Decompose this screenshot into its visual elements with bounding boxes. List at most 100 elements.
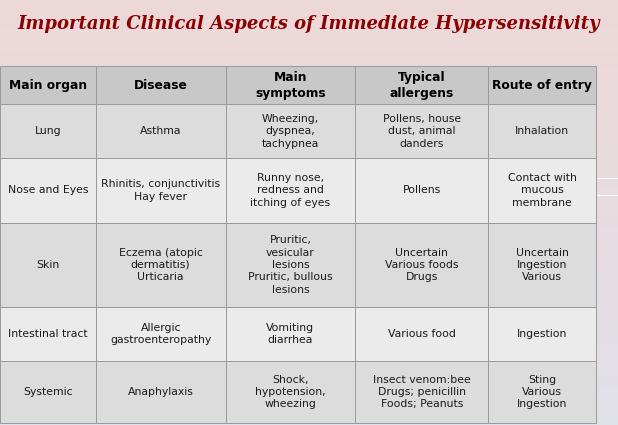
- Bar: [0, 376, 618, 378]
- Text: Eczema (atopic
dermatitis)
Urticaria: Eczema (atopic dermatitis) Urticaria: [119, 247, 203, 282]
- Bar: [0, 102, 618, 104]
- Bar: [226, 66, 355, 105]
- Bar: [0, 221, 618, 223]
- Text: Shock,
hypotension,
wheezing: Shock, hypotension, wheezing: [255, 375, 326, 409]
- Bar: [0, 230, 618, 232]
- Bar: [0, 359, 618, 361]
- Bar: [0, 34, 618, 36]
- Bar: [0, 317, 618, 319]
- Bar: [0, 238, 618, 240]
- Bar: [0, 382, 618, 385]
- Bar: [0, 385, 618, 387]
- Bar: [0, 11, 618, 13]
- Bar: [0, 240, 618, 242]
- Text: Contact with
mucous
membrane: Contact with mucous membrane: [508, 173, 577, 208]
- Bar: [0, 130, 618, 132]
- Bar: [0, 395, 618, 397]
- Bar: [0, 285, 618, 287]
- Bar: [0, 159, 96, 223]
- Bar: [0, 223, 618, 225]
- Text: Important Clinical Aspects of Immediate Hypersensitivity: Important Clinical Aspects of Immediate …: [18, 15, 600, 33]
- Bar: [0, 327, 618, 329]
- Bar: [0, 280, 618, 283]
- Bar: [0, 346, 618, 348]
- Bar: [0, 100, 618, 102]
- Bar: [0, 115, 618, 117]
- Text: Insect venom:bee
Drugs; penicillin
Foods; Peanuts: Insect venom:bee Drugs; penicillin Foods…: [373, 375, 471, 409]
- Bar: [0, 164, 618, 166]
- Bar: [0, 266, 618, 268]
- Bar: [355, 307, 488, 361]
- Bar: [0, 344, 618, 346]
- Bar: [0, 268, 618, 270]
- Bar: [0, 332, 618, 334]
- Bar: [0, 227, 618, 230]
- Bar: [0, 412, 618, 414]
- Bar: [0, 307, 96, 361]
- Text: Skin: Skin: [36, 260, 59, 270]
- Bar: [0, 302, 618, 304]
- Bar: [0, 278, 618, 280]
- Bar: [0, 187, 618, 189]
- Bar: [0, 334, 618, 336]
- Bar: [488, 307, 596, 361]
- Bar: [0, 151, 618, 153]
- Text: Route of entry: Route of entry: [493, 79, 592, 92]
- Bar: [0, 134, 618, 136]
- Bar: [0, 26, 618, 28]
- Bar: [0, 368, 618, 370]
- Bar: [0, 348, 618, 351]
- Bar: [0, 106, 618, 108]
- Bar: [0, 0, 618, 2]
- Bar: [0, 363, 618, 366]
- Bar: [0, 306, 618, 308]
- Bar: [488, 223, 596, 307]
- Text: Vomiting
diarrhea: Vomiting diarrhea: [266, 323, 315, 346]
- Bar: [0, 144, 618, 147]
- Text: Pollens, house
dust, animal
danders: Pollens, house dust, animal danders: [383, 114, 461, 149]
- Text: Rhinitis, conjunctivitis
Hay fever: Rhinitis, conjunctivitis Hay fever: [101, 179, 220, 201]
- Text: Pollens: Pollens: [403, 185, 441, 196]
- Bar: [0, 119, 618, 121]
- Bar: [0, 200, 618, 202]
- Bar: [0, 308, 618, 310]
- Bar: [0, 8, 618, 11]
- Bar: [0, 32, 618, 34]
- Bar: [0, 242, 618, 244]
- Bar: [0, 408, 618, 410]
- Text: Sting
Various
Ingestion: Sting Various Ingestion: [517, 375, 567, 409]
- Bar: [0, 157, 618, 159]
- Bar: [0, 66, 96, 105]
- Bar: [0, 113, 618, 115]
- Bar: [0, 153, 618, 155]
- Bar: [0, 168, 618, 170]
- Bar: [0, 253, 618, 255]
- Bar: [0, 372, 618, 374]
- Bar: [0, 123, 618, 125]
- Bar: [0, 110, 618, 113]
- Bar: [488, 66, 596, 105]
- Bar: [0, 198, 618, 200]
- Text: Nose and Eyes: Nose and Eyes: [7, 185, 88, 196]
- Bar: [0, 272, 618, 274]
- Bar: [0, 293, 618, 295]
- Bar: [0, 225, 618, 227]
- Bar: [0, 357, 618, 359]
- Bar: [0, 60, 618, 62]
- Bar: [0, 62, 618, 64]
- Bar: [0, 2, 618, 4]
- Bar: [0, 387, 618, 389]
- Bar: [0, 400, 618, 402]
- Bar: [0, 66, 618, 68]
- Text: Ingestion: Ingestion: [517, 329, 567, 339]
- Bar: [0, 176, 618, 178]
- Bar: [0, 81, 618, 83]
- Bar: [0, 191, 618, 193]
- Text: Uncertain
Ingestion
Various: Uncertain Ingestion Various: [516, 247, 569, 282]
- Bar: [0, 17, 618, 19]
- Bar: [0, 30, 618, 32]
- Bar: [0, 98, 618, 100]
- Bar: [0, 342, 618, 344]
- Bar: [355, 105, 488, 159]
- Bar: [0, 4, 618, 6]
